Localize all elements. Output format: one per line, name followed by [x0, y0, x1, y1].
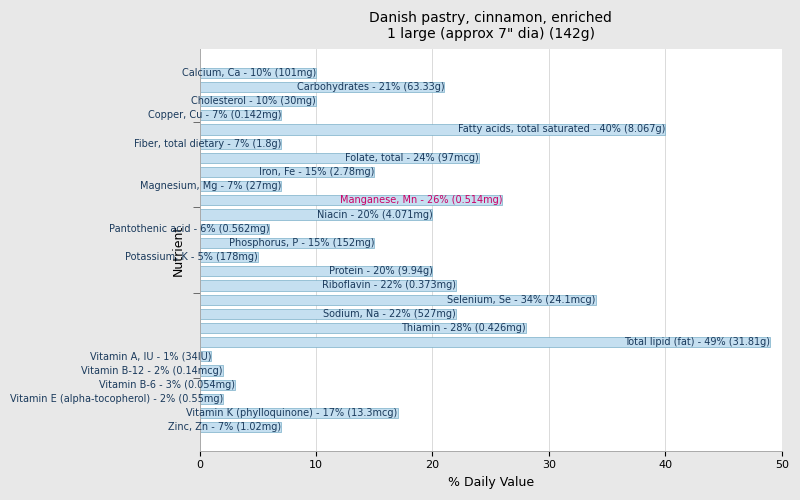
- Bar: [199, 210, 433, 220]
- Bar: [199, 422, 281, 432]
- Bar: [199, 337, 770, 347]
- Bar: [199, 294, 595, 305]
- Text: Vitamin E (alpha-tocopherol) - 2% (0.55mg): Vitamin E (alpha-tocopherol) - 2% (0.55m…: [10, 394, 223, 404]
- Text: Zinc, Zn - 7% (1.02mg): Zinc, Zn - 7% (1.02mg): [168, 422, 281, 432]
- Bar: [199, 152, 479, 163]
- Text: Vitamin B-6 - 3% (0.054mg): Vitamin B-6 - 3% (0.054mg): [98, 380, 234, 390]
- Bar: [199, 394, 223, 404]
- Text: Folate, total - 24% (97mcg): Folate, total - 24% (97mcg): [346, 153, 479, 163]
- Bar: [199, 196, 502, 205]
- Bar: [199, 68, 316, 78]
- Bar: [199, 323, 526, 333]
- Bar: [199, 266, 433, 276]
- Bar: [199, 308, 456, 319]
- Text: Sodium, Na - 22% (527mg): Sodium, Na - 22% (527mg): [323, 309, 456, 319]
- Bar: [199, 138, 281, 149]
- Text: Cholesterol - 10% (30mg): Cholesterol - 10% (30mg): [191, 96, 316, 106]
- Text: Riboflavin - 22% (0.373mg): Riboflavin - 22% (0.373mg): [322, 280, 456, 290]
- Text: Vitamin K (phylloquinone) - 17% (13.3mcg): Vitamin K (phylloquinone) - 17% (13.3mcg…: [186, 408, 398, 418]
- Bar: [199, 224, 270, 234]
- Bar: [199, 96, 316, 106]
- Text: Carbohydrates - 21% (63.33g): Carbohydrates - 21% (63.33g): [297, 82, 444, 92]
- Y-axis label: Nutrient: Nutrient: [172, 224, 185, 276]
- Bar: [199, 408, 398, 418]
- Text: Total lipid (fat) - 49% (31.81g): Total lipid (fat) - 49% (31.81g): [624, 337, 770, 347]
- Text: Selenium, Se - 34% (24.1mcg): Selenium, Se - 34% (24.1mcg): [447, 294, 595, 304]
- Text: Vitamin B-12 - 2% (0.14mcg): Vitamin B-12 - 2% (0.14mcg): [82, 366, 223, 376]
- Text: Thiamin - 28% (0.426mg): Thiamin - 28% (0.426mg): [401, 323, 526, 333]
- Text: Fiber, total dietary - 7% (1.8g): Fiber, total dietary - 7% (1.8g): [134, 138, 281, 148]
- Bar: [199, 124, 666, 134]
- Bar: [199, 167, 374, 177]
- Bar: [199, 110, 281, 120]
- Text: Niacin - 20% (4.071mg): Niacin - 20% (4.071mg): [317, 210, 433, 220]
- Bar: [199, 238, 374, 248]
- Bar: [199, 82, 444, 92]
- Text: Potassium, K - 5% (178mg): Potassium, K - 5% (178mg): [125, 252, 258, 262]
- Text: Magnesium, Mg - 7% (27mg): Magnesium, Mg - 7% (27mg): [140, 181, 281, 191]
- Bar: [199, 252, 258, 262]
- Text: Pantothenic acid - 6% (0.562mg): Pantothenic acid - 6% (0.562mg): [109, 224, 270, 234]
- Bar: [199, 366, 223, 376]
- Text: Fatty acids, total saturated - 40% (8.067g): Fatty acids, total saturated - 40% (8.06…: [458, 124, 666, 134]
- Bar: [199, 280, 456, 290]
- Bar: [199, 181, 281, 192]
- Text: Vitamin A, IU - 1% (34IU): Vitamin A, IU - 1% (34IU): [90, 352, 211, 362]
- Text: Iron, Fe - 15% (2.78mg): Iron, Fe - 15% (2.78mg): [259, 167, 374, 177]
- Text: Protein - 20% (9.94g): Protein - 20% (9.94g): [329, 266, 433, 276]
- Text: Copper, Cu - 7% (0.142mg): Copper, Cu - 7% (0.142mg): [147, 110, 281, 120]
- X-axis label: % Daily Value: % Daily Value: [448, 476, 534, 489]
- Text: Phosphorus, P - 15% (152mg): Phosphorus, P - 15% (152mg): [229, 238, 374, 248]
- Bar: [199, 380, 234, 390]
- Text: Manganese, Mn - 26% (0.514mg): Manganese, Mn - 26% (0.514mg): [340, 196, 502, 205]
- Bar: [199, 352, 211, 362]
- Title: Danish pastry, cinnamon, enriched
1 large (approx 7" dia) (142g): Danish pastry, cinnamon, enriched 1 larg…: [370, 11, 612, 42]
- Text: Calcium, Ca - 10% (101mg): Calcium, Ca - 10% (101mg): [182, 68, 316, 78]
